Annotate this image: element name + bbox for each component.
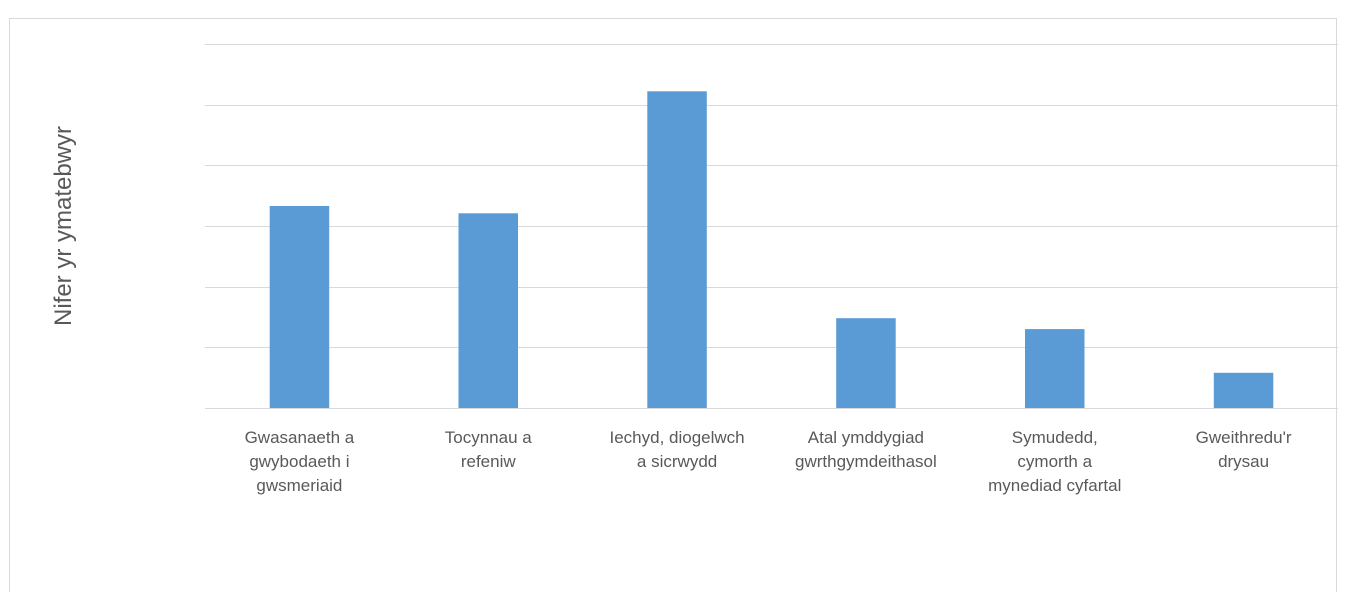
x-tick-label: Tocynnau a refeniw: [393, 426, 583, 474]
x-tick-label-line: refeniw: [460, 452, 516, 471]
x-tick-label-line: Gwasanaeth a: [244, 428, 355, 447]
x-tick-label-line: Tocynnau a: [444, 428, 532, 447]
bar: [269, 206, 330, 408]
bar: [458, 213, 518, 408]
x-tick-label: Atal ymddygiad gwrthgymdeithasol: [771, 426, 961, 474]
x-tick-label: Gwasanaeth a gwybodaeth i gwsmeriaid: [204, 426, 394, 498]
x-tick-label: Iechyd, diogelwch a sicrwydd: [582, 426, 772, 474]
x-tick-label-line: cymorth a: [1017, 452, 1093, 471]
bar: [1213, 372, 1274, 408]
bar: [647, 91, 707, 409]
x-tick-label-line: gwybodaeth i: [249, 452, 350, 471]
y-axis-title: Nifer yr ymatebwyr: [50, 125, 78, 327]
gridlines: [205, 44, 1338, 348]
x-tick-label: Gweithredu'r drysau: [1149, 426, 1339, 474]
x-tick-label-line: a sicrwydd: [636, 452, 718, 471]
x-tick-label-line: mynediad cyfartal: [988, 476, 1122, 495]
x-tick-label-line: gwsmeriaid: [256, 476, 343, 495]
x-tick-label-line: Gweithredu'r: [1195, 428, 1292, 447]
x-tick-label-line: drysau: [1218, 452, 1270, 471]
bars: [269, 91, 1274, 409]
bar: [1025, 329, 1085, 408]
x-tick-label: Symudedd, cymorth a mynediad cyfartal: [960, 426, 1150, 498]
x-tick-label-line: Atal ymddygiad: [807, 428, 925, 447]
bar: [836, 318, 896, 408]
chart-border: [9, 18, 1337, 592]
x-tick-label-line: Symudedd,: [1011, 428, 1098, 447]
x-tick-label-line: Iechyd, diogelwch: [609, 428, 745, 447]
x-tick-label-line: gwrthgymdeithasol: [795, 452, 937, 471]
